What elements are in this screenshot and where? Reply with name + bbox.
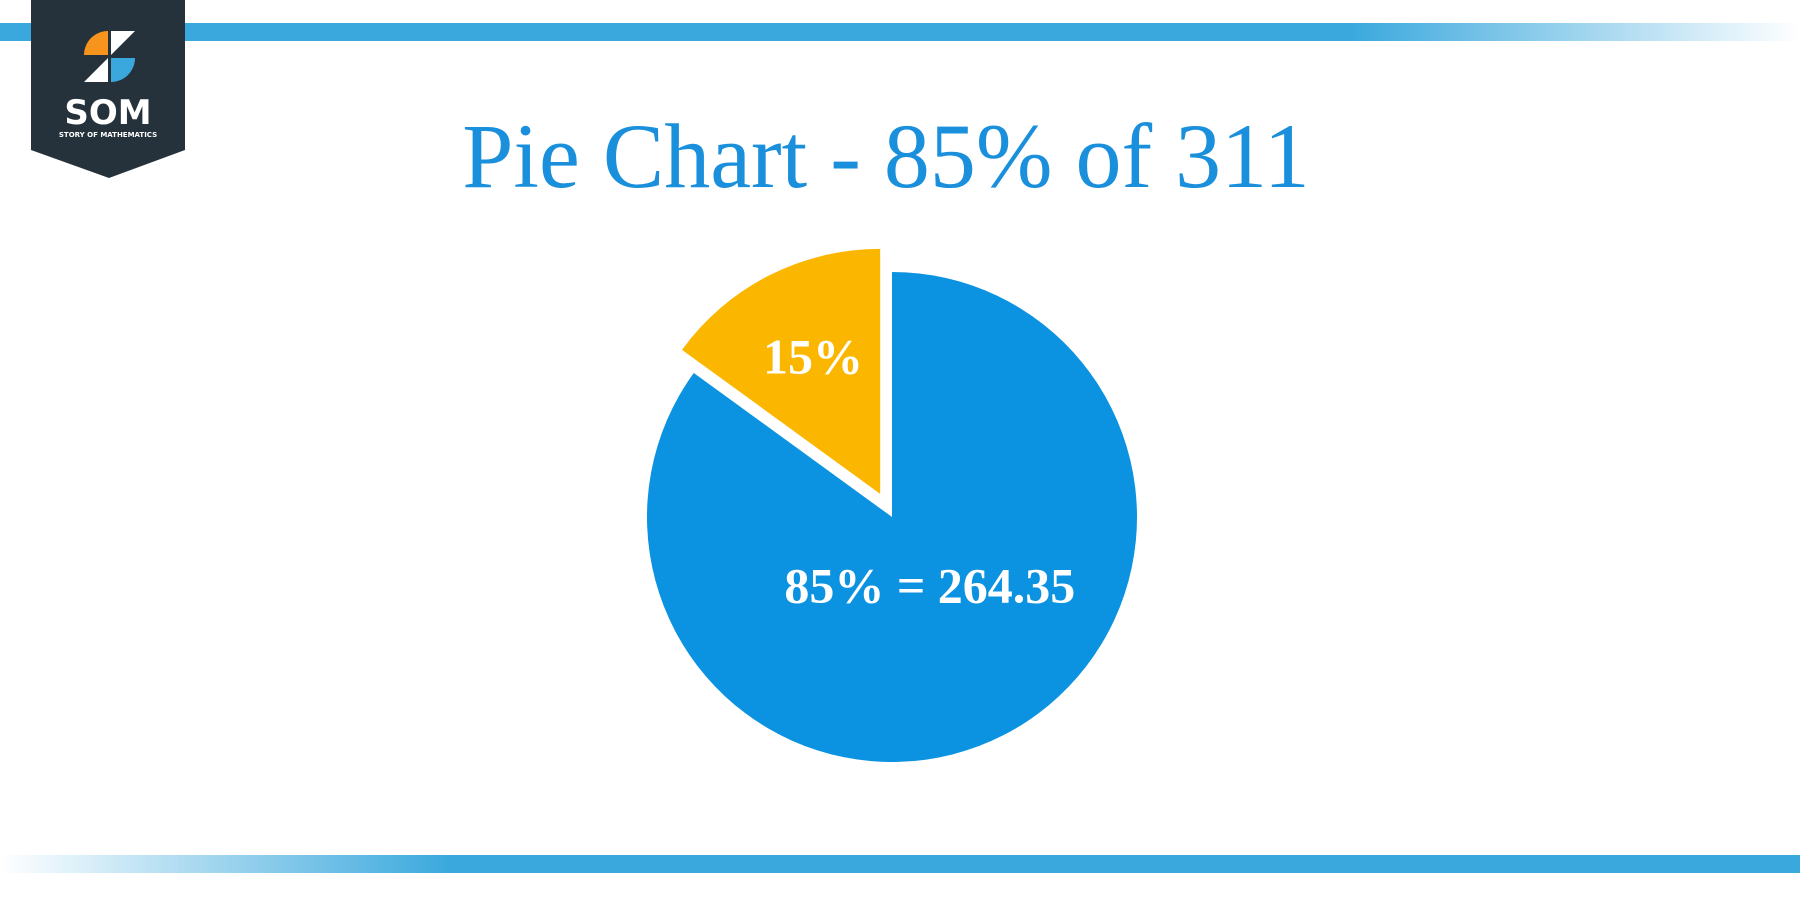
logo-badge xyxy=(31,0,185,178)
logo: SOM STORY OF MATHEMATICS xyxy=(31,0,185,178)
top-bar xyxy=(0,23,1800,41)
logo-subtitle: STORY OF MATHEMATICS xyxy=(59,131,157,139)
slice-label: 85% = 264.35 xyxy=(784,558,1075,614)
logo-icon xyxy=(84,31,135,82)
bottom-bar xyxy=(0,855,1800,873)
logo-title: SOM xyxy=(64,93,151,133)
logo-icon xyxy=(111,58,135,82)
logo-icon xyxy=(84,31,108,55)
slice-label: 15% xyxy=(763,328,863,384)
pie-slice xyxy=(646,272,1137,762)
pie-slice xyxy=(681,248,881,494)
chart-title: Pie Chart - 85% of 311 xyxy=(462,105,1309,207)
